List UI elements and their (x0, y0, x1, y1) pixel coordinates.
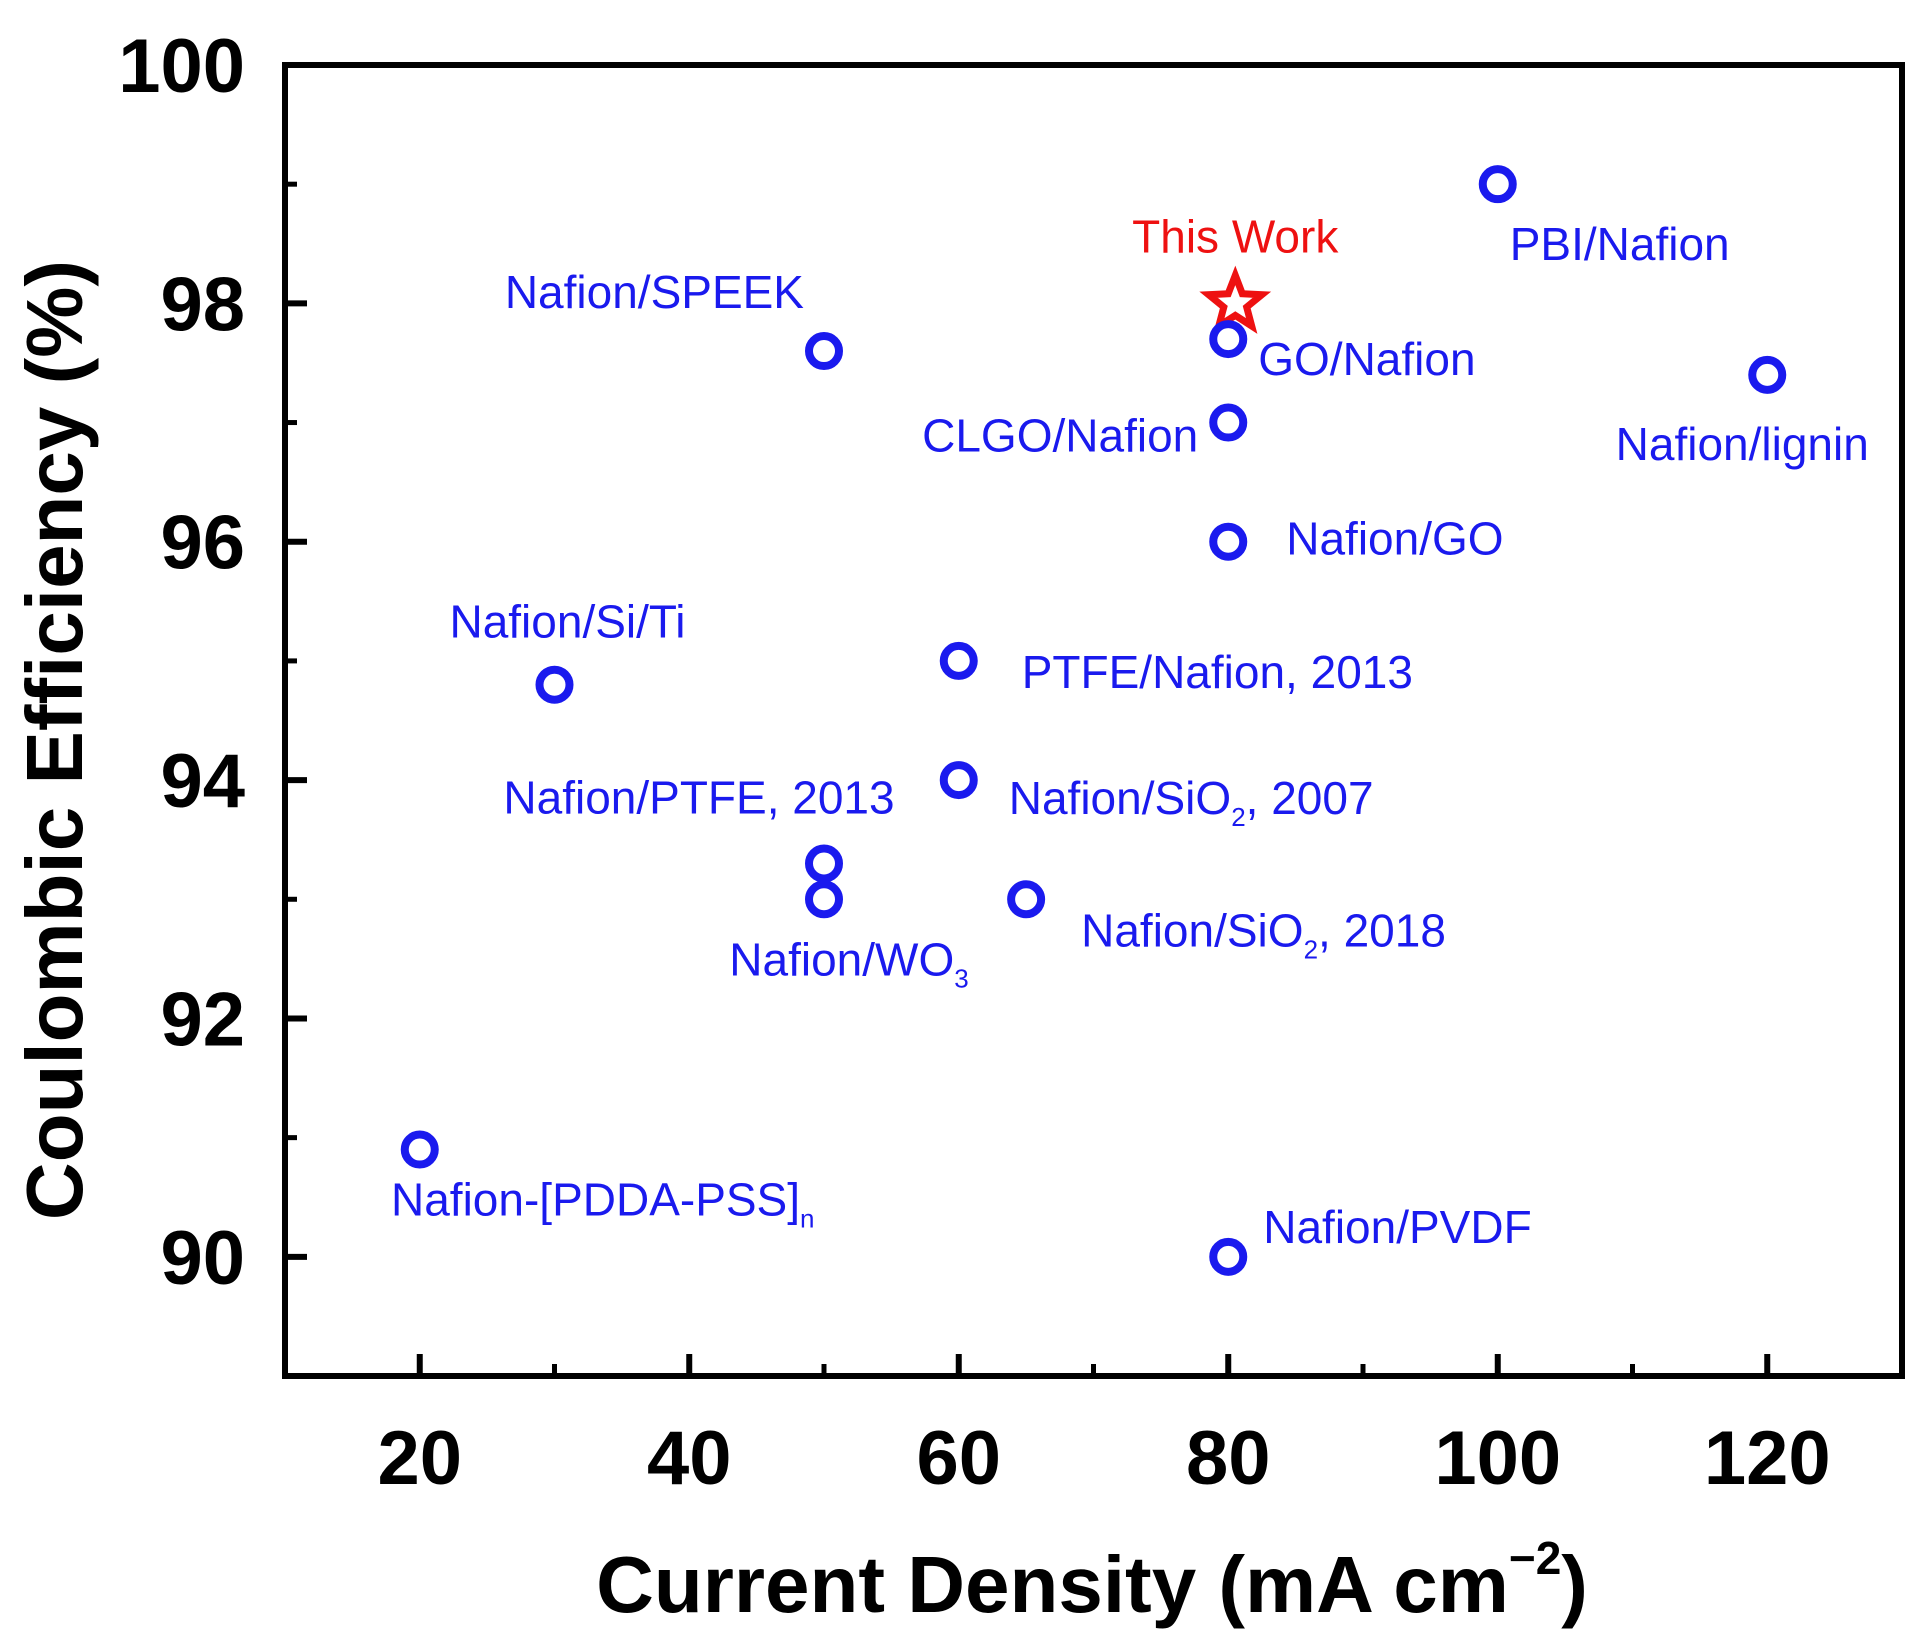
data-point-label: Nafion/SPEEK (505, 266, 804, 318)
x-axis-title-close: ) (1561, 1540, 1588, 1629)
data-point (1748, 355, 1787, 394)
data-point-label: Nafion/PTFE, 2013 (503, 772, 894, 824)
data-point (1007, 880, 1046, 919)
x-tick-label: 100 (1434, 1416, 1561, 1501)
data-point (939, 761, 978, 800)
data-point-label: Nafion/SiO2, 2007 (1009, 772, 1374, 832)
y-tick-label: 94 (160, 739, 245, 824)
data-point-label: PBI/Nafion (1510, 218, 1730, 270)
data-point (805, 880, 843, 919)
x-tick-label: 120 (1704, 1416, 1831, 1501)
x-tick-label: 60 (916, 1416, 1001, 1501)
data-point (939, 641, 978, 680)
points-group (400, 165, 1787, 1276)
x-tick-label: 20 (377, 1416, 462, 1501)
data-point (1209, 1237, 1248, 1276)
data-point-star (1199, 265, 1272, 334)
x-axis-title: Current Density (mA cm−2) (596, 1532, 1588, 1629)
data-point (535, 665, 574, 704)
data-point-label: CLGO/Nafion (922, 410, 1198, 462)
data-point-label: Nafion/SiO2, 2018 (1081, 904, 1446, 964)
y-tick-label: 92 (160, 977, 245, 1062)
axes-group: 20 40 60 80 100 120 90 92 94 96 98 100 (118, 24, 1905, 1501)
y-tick-label: 90 (160, 1216, 245, 1301)
data-point-label: Nafion-[PDDA-PSS]n (391, 1174, 814, 1234)
y-axis-title: Coulombic Efficiency (%) (10, 260, 99, 1220)
x-axis-title-superscript: −2 (1509, 1532, 1561, 1584)
x-tick-label: 40 (647, 1416, 732, 1501)
highlight-label: This Work (1132, 210, 1339, 262)
data-point-label: Nafion/PVDF (1263, 1201, 1531, 1253)
point-labels-group: This Work PBI/Nafion Nafion/SPEEK GO/Nafion… (391, 210, 1869, 1252)
x-tick-label: 80 (1186, 1416, 1271, 1501)
y-tick-label: 100 (118, 24, 245, 109)
data-point (805, 844, 843, 883)
data-point (400, 1130, 439, 1169)
data-point-label: PTFE/Nafion, 2013 (1022, 646, 1413, 698)
data-point (805, 332, 843, 371)
data-point (1478, 165, 1517, 204)
data-point (1209, 320, 1248, 359)
data-point-label: Nafion/Si/Ti (449, 596, 685, 648)
data-point (1209, 522, 1248, 561)
data-point-label: GO/Nafion (1258, 333, 1475, 385)
data-point-label: Nafion/lignin (1616, 418, 1869, 470)
y-tick-label: 98 (160, 262, 245, 347)
data-point-label: Nafion/WO3 (729, 933, 968, 993)
data-point-label: Nafion/GO (1286, 513, 1503, 565)
data-point (1209, 403, 1248, 442)
x-axis-title-main: Current Density (mA cm (596, 1540, 1509, 1629)
y-tick-label: 96 (160, 501, 245, 586)
